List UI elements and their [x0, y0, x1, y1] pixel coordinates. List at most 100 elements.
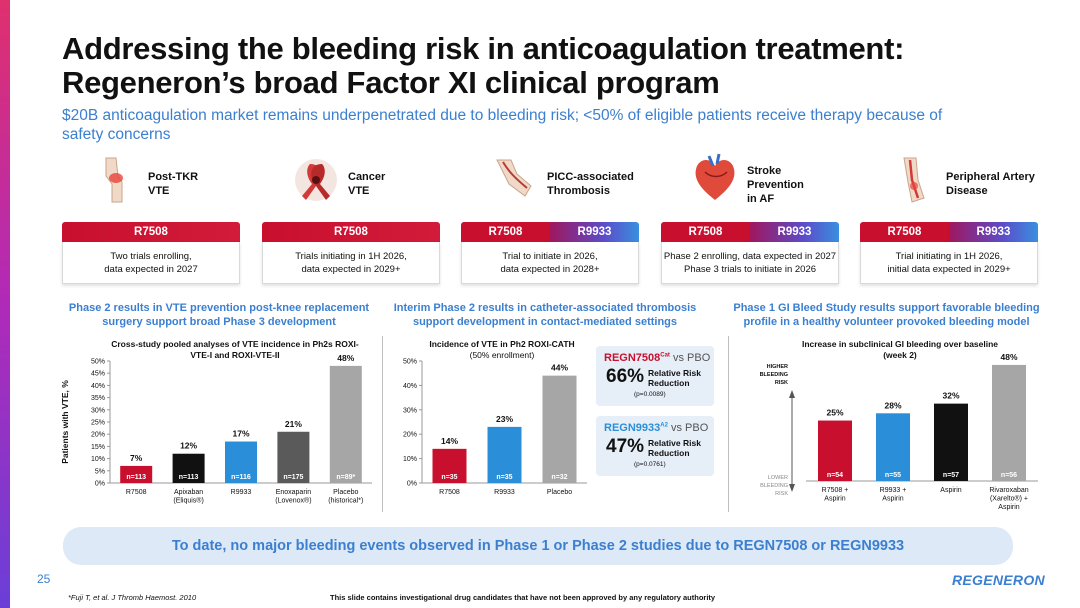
- y-tick-label: 30%: [91, 407, 105, 414]
- rrr-drug: REGN7508: [604, 352, 661, 364]
- x-tick-label: R7508: [126, 489, 147, 496]
- bar-0: [818, 420, 852, 481]
- x-tick-label: Enoxaparin: [276, 489, 312, 496]
- lower-risk-label: RISK: [775, 491, 788, 497]
- n-label: n=54: [827, 472, 843, 479]
- x-tick-label: Aspirin: [882, 496, 904, 503]
- chart-gi-bleed: 25% n=54 R7508 + Aspirin 28% n=55 R9933 + Aspir…: [760, 352, 1038, 511]
- y-tick-label: 5%: [95, 468, 105, 475]
- indication-name: Peripheral Artery Disease: [946, 171, 1035, 197]
- accent-bar: [0, 0, 10, 608]
- risk-arrow-down: [789, 484, 795, 492]
- n-label: n=56: [1001, 472, 1017, 479]
- x-tick-label: R9933: [494, 489, 515, 496]
- higher-risk-label: RISK: [775, 380, 788, 386]
- arm-vein-icon: [491, 156, 539, 204]
- y-tick-label: 15%: [91, 444, 105, 451]
- rrr-label-line: Reduction: [648, 378, 690, 388]
- heart-icon: [691, 152, 739, 200]
- bar-3: [277, 431, 310, 483]
- y-tick-label: 20%: [91, 432, 105, 439]
- higher-risk-label: BLEEDING: [760, 372, 788, 378]
- data-label: 25%: [826, 408, 843, 418]
- x-tick-label: (Lovenox®): [275, 497, 311, 505]
- bar-4: [329, 365, 362, 483]
- rrr-label-line: Relative Risk: [648, 368, 701, 378]
- title-line-2: Regeneron’s broad Factor XI clinical pro…: [62, 65, 720, 100]
- drug-bar: R7508: [62, 222, 240, 242]
- section-heading-cath: Interim Phase 2 results in catheter-asso…: [393, 302, 697, 328]
- bar-1: [487, 426, 522, 483]
- x-tick-label: Aspirin: [824, 496, 846, 503]
- chart-roxi-cath: 0% 10% 20% 30% 40% 50% 14% n=35 R7508 23% n=35 R993…: [403, 359, 587, 496]
- conclusion-banner: To date, no major bleeding events observ…: [63, 527, 1013, 565]
- divider: [382, 336, 383, 512]
- chart-3-subtitle: (week 2): [883, 350, 917, 360]
- indication-name: Cancer VTE: [348, 171, 386, 197]
- x-tick-label: (Xarelto®) +: [990, 495, 1028, 503]
- data-label: 17%: [232, 429, 249, 439]
- status-line: Trials initiating in 1H 2026,: [295, 250, 407, 262]
- data-label: 12%: [180, 441, 197, 451]
- rrr-sup: A2: [660, 422, 668, 429]
- y-axis-label: Patients with VTE, %: [60, 380, 70, 464]
- data-label: 44%: [551, 363, 568, 373]
- higher-risk-label: HIGHER: [767, 364, 788, 370]
- lower-risk-label: BLEEDING: [760, 483, 788, 489]
- subtitle: $20B anticoagulation market remains unde…: [62, 107, 943, 143]
- data-label: 14%: [441, 436, 458, 446]
- x-tick-label: Rivaroxaban: [989, 487, 1028, 494]
- indication-name: PICC-associated Thrombosis: [547, 171, 634, 197]
- rrr-pvalue: (p=0.0761): [634, 461, 666, 468]
- x-tick-label: R9933 +: [880, 487, 907, 494]
- bar-1: [876, 413, 910, 481]
- knee-icon: [92, 156, 140, 204]
- status-box: Trial initiating in 1H 2026, initial data…: [860, 242, 1038, 284]
- y-tick-label: 20%: [403, 432, 417, 439]
- n-label: n=35: [496, 474, 512, 481]
- regeneron-logo: REGENERON: [952, 572, 1045, 588]
- cancer-ribbon-icon: [292, 156, 340, 204]
- x-tick-label: Aspirin: [940, 487, 962, 494]
- bar-0: [120, 465, 153, 483]
- drug-label: R7508: [461, 222, 550, 242]
- x-tick-label: R9933: [231, 489, 252, 496]
- page-number: 25: [37, 572, 51, 586]
- x-tick-label: (historical*): [328, 498, 363, 505]
- divider: [728, 336, 729, 512]
- rrr-percent: 66%: [606, 366, 645, 387]
- status-line: data expected in 2028+: [500, 263, 600, 275]
- y-tick-label: 10%: [403, 456, 417, 463]
- y-tick-label: 45%: [91, 371, 105, 378]
- y-tick-label: 50%: [403, 359, 417, 366]
- y-tick-label: 35%: [91, 395, 105, 402]
- n-label: n=113: [179, 474, 199, 481]
- y-tick-label: 50%: [91, 359, 105, 366]
- indication-name: Post-TKR VTE: [148, 171, 199, 197]
- y-tick-label: 30%: [403, 407, 417, 414]
- x-tick-label: Apixaban: [174, 489, 203, 496]
- n-label: n=113: [126, 474, 146, 481]
- rrr-label: Relative Risk Reduction: [648, 438, 701, 458]
- x-tick-label: Placebo: [547, 489, 572, 496]
- status-line: data expected in 2029+: [301, 263, 401, 275]
- rrr-box-regn7508: REGN7508Cat vs PBO 66% Relative Risk Redu…: [596, 346, 714, 406]
- bar-2: [934, 403, 968, 481]
- status-line: data expected in 2027: [104, 263, 198, 275]
- drug-label: R9933: [550, 222, 639, 242]
- data-label: 32%: [942, 391, 959, 401]
- section-heading-vte: Phase 2 results in VTE prevention post-k…: [68, 302, 370, 328]
- status-line: Phase 3 trials to initiate in 2026: [683, 263, 817, 275]
- y-tick-label: 0%: [95, 481, 105, 488]
- chart-2-title: Incidence of VTE in Ph2 ROXI-CATH: [429, 339, 575, 349]
- status-box: Trials initiating in 1H 2026, data expect…: [262, 242, 440, 284]
- n-label: n=55: [885, 472, 901, 479]
- drug-bar: R7508: [262, 222, 440, 242]
- rrr-head: REGN9933A2 vs PBO: [604, 422, 708, 434]
- indication-name: Stroke Prevention in AF: [747, 165, 804, 205]
- bar-2: [542, 375, 577, 483]
- page-title: Addressing the bleeding risk in anticoag…: [62, 32, 1022, 100]
- rrr-percent: 47%: [606, 436, 645, 457]
- y-tick-label: 10%: [91, 456, 105, 463]
- lower-risk-label: LOWER: [768, 475, 788, 481]
